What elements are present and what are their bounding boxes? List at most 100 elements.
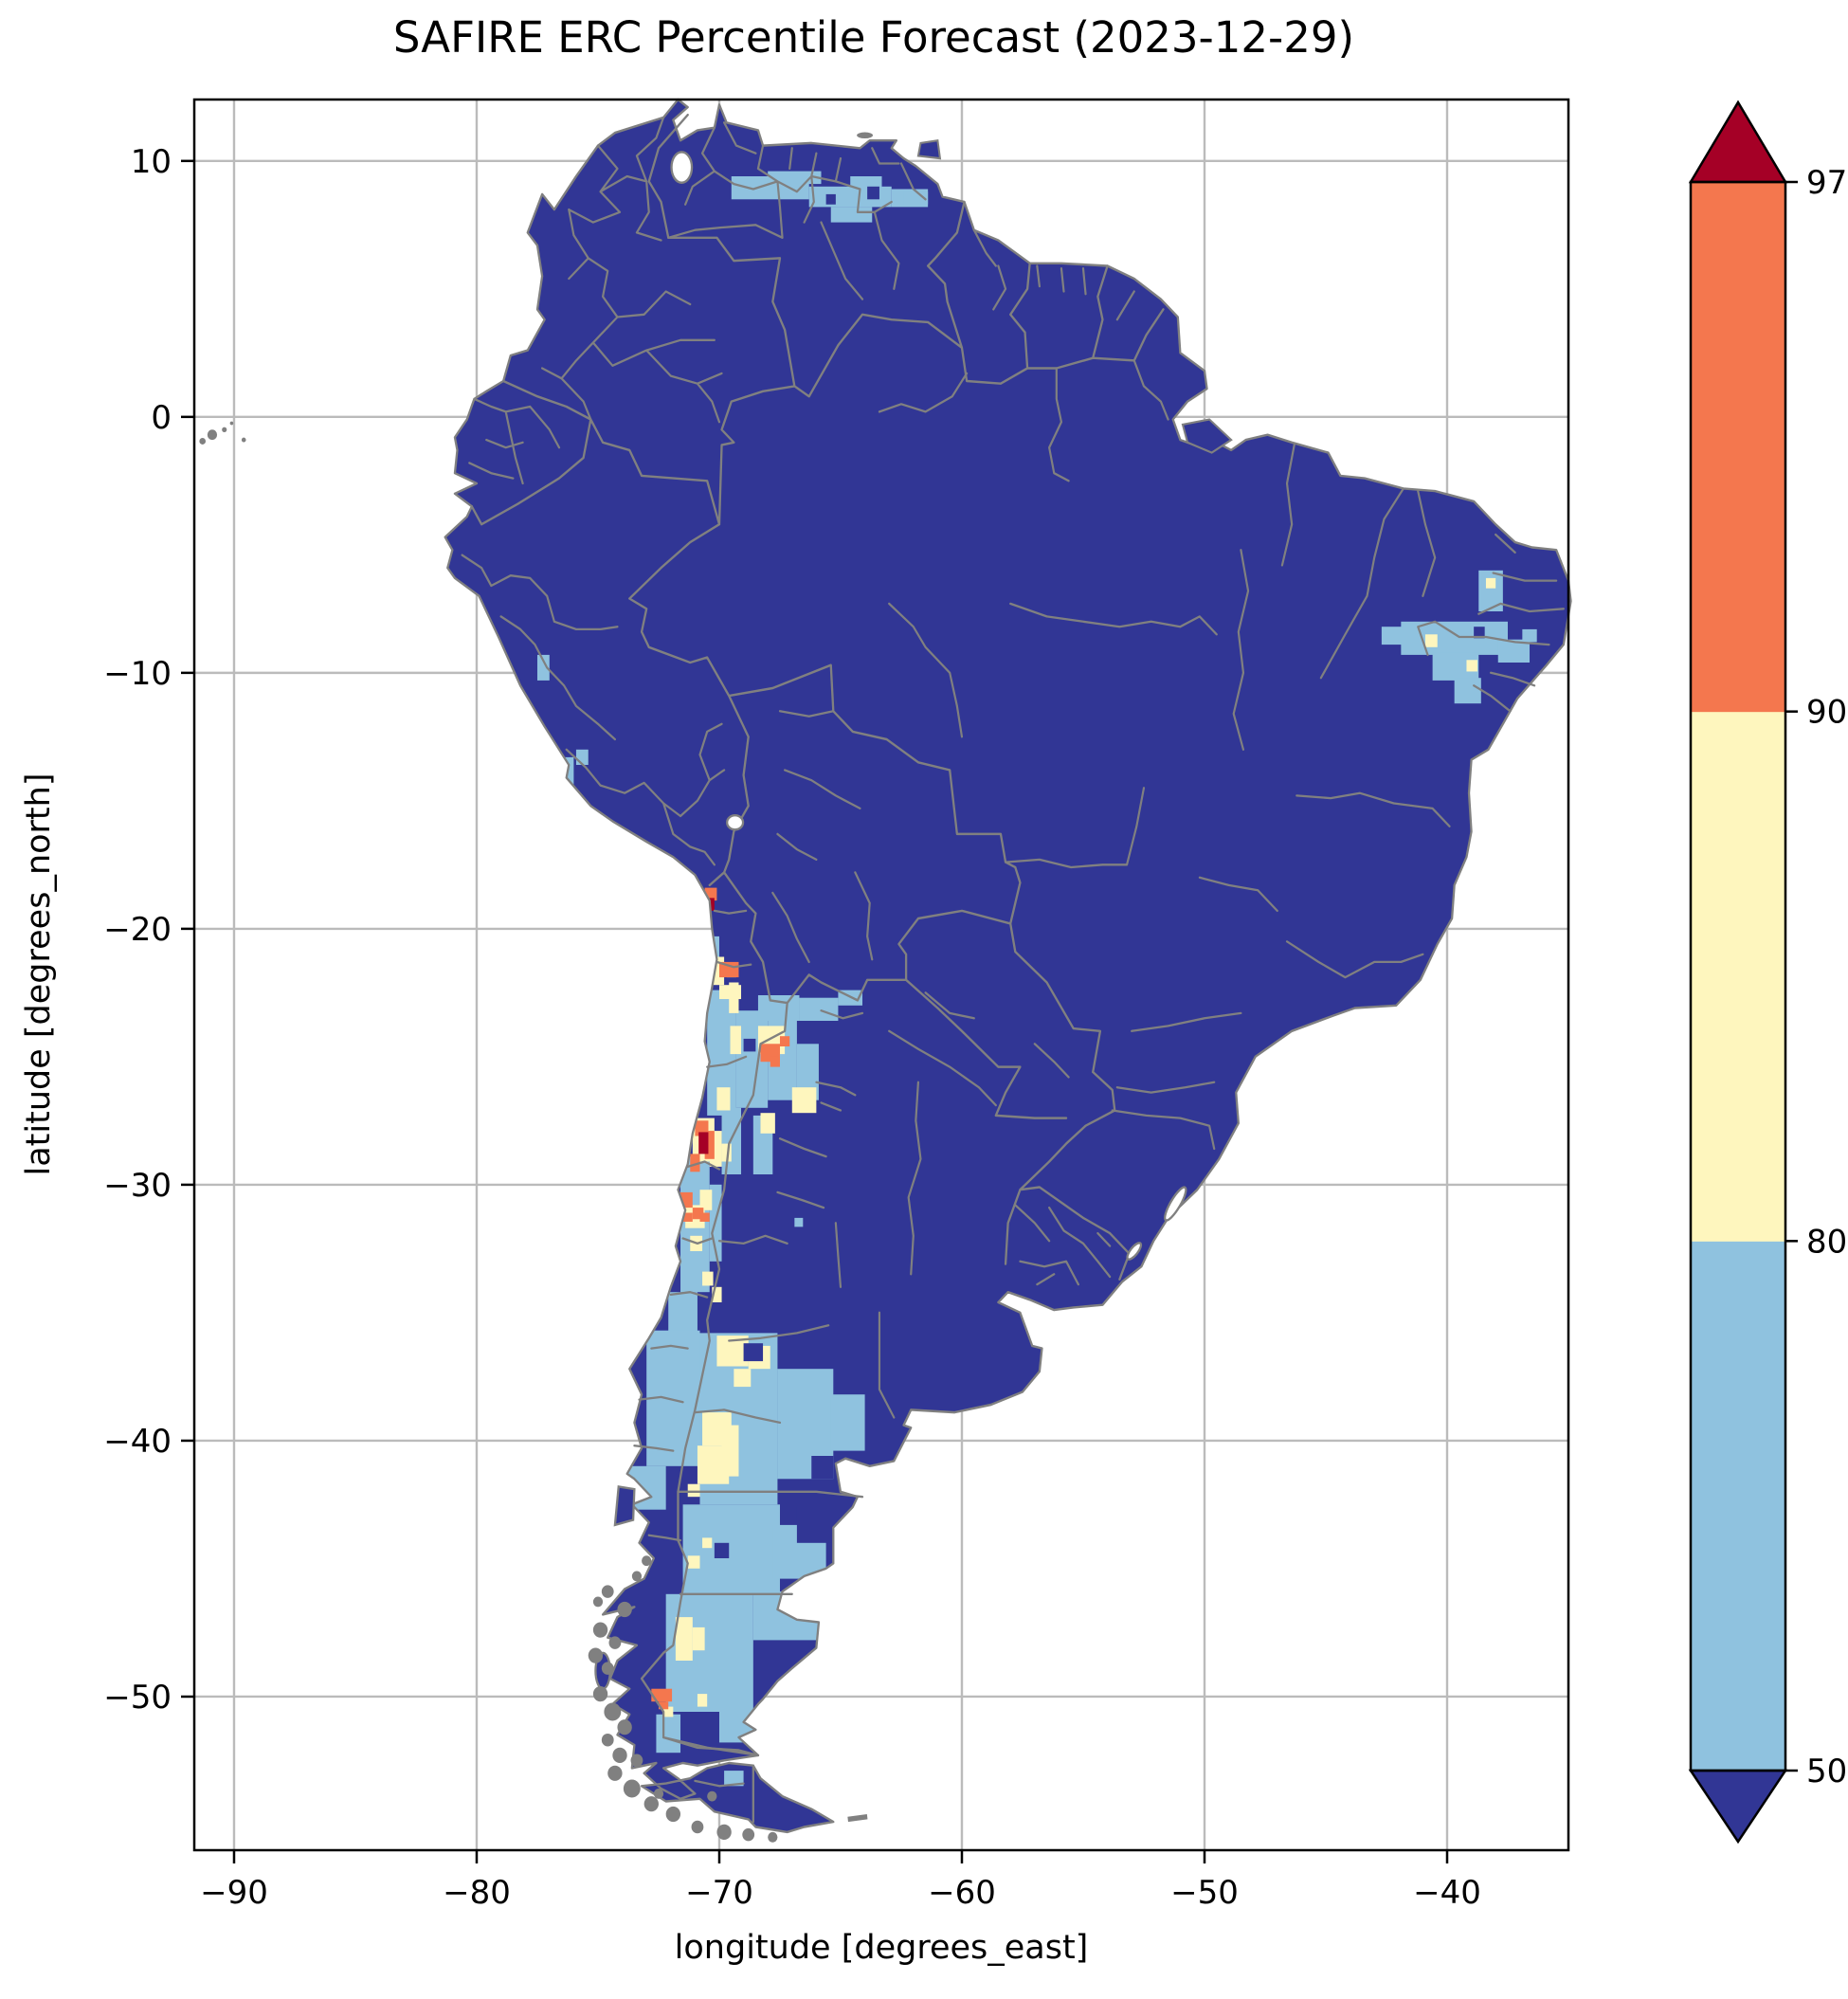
cell-under_holes: [825, 193, 836, 205]
y-tick-label: −10: [103, 655, 172, 693]
tierra-del-fuego: [642, 1763, 834, 1832]
x-axis-ticks: −90 −80 −70 −60 −50 −40: [200, 1850, 1481, 1912]
lake-titicaca: [726, 813, 745, 831]
margarita-island: [857, 132, 874, 139]
cell-b80_90: [712, 1286, 722, 1302]
cell-b50_80: [1522, 628, 1537, 643]
cell-b80_90: [702, 1271, 714, 1286]
cell-b50_80: [818, 1617, 834, 1644]
cell-b90_97: [682, 1212, 693, 1222]
colorbar-under-arrow: [1688, 1769, 1788, 1845]
cell-b80_90: [729, 982, 739, 1013]
lagoa-dos-patos: [1164, 1186, 1187, 1222]
lakes: [670, 151, 1187, 1261]
cell-under_holes: [743, 1343, 764, 1362]
y-axis-label: latitude [degrees_north]: [20, 773, 58, 1176]
cell-b50_80: [682, 1504, 780, 1594]
colorbar: 50 80 90 97: [1688, 100, 1847, 1845]
axes: −90 −80 −70 −60 −50 −40 10 0 −10 −20 −30 −40 −50: [103, 98, 1570, 1912]
map-south-america: [199, 98, 1572, 1843]
cell-b90_97: [690, 1154, 700, 1172]
cell-b80_90: [716, 1087, 731, 1111]
cell-b80_90: [675, 1617, 693, 1661]
cell-b90_97: [692, 1208, 704, 1220]
cell-b80_90: [734, 1369, 752, 1388]
cell-under_holes: [811, 1456, 834, 1480]
cell-b50_80: [656, 1714, 681, 1754]
cell-b80_90: [687, 1483, 700, 1498]
colorbar-segment: [1691, 1241, 1785, 1772]
cell-b80_90: [697, 1694, 708, 1707]
x-tick-label: −80: [443, 1874, 511, 1912]
cell-under_holes: [796, 1507, 834, 1543]
admin1-borders: [461, 116, 1565, 1788]
cell-b50_80: [718, 1712, 764, 1743]
lagoa-mirim: [1126, 1242, 1143, 1261]
cell-b50_80: [668, 1292, 698, 1334]
cell-p97_plus: [698, 1132, 709, 1154]
cell-b80_90: [721, 1425, 739, 1477]
cell-under_holes: [867, 186, 879, 200]
cell-b90_97: [658, 1701, 669, 1710]
cell-under_holes: [1474, 627, 1485, 639]
galapagos-islands: [199, 421, 246, 445]
colorbar-segment: [1691, 711, 1785, 1242]
cell-b90_97: [779, 1036, 790, 1046]
islands: [199, 132, 1233, 1843]
cell-b80_90: [760, 1113, 775, 1134]
isla-de-los-estados: [847, 1814, 868, 1823]
colorbar-tick-label: 90: [1806, 694, 1847, 732]
cell-b50_80: [757, 995, 800, 1021]
cell-b80_90: [791, 1087, 817, 1114]
boundary-lines: [444, 98, 1572, 1834]
coastline-outline: [444, 98, 1572, 1834]
fjord-islands: [588, 1555, 778, 1843]
cell-under_holes: [743, 1038, 756, 1052]
x-tick-label: −90: [200, 1874, 268, 1912]
cell-b50_80: [830, 207, 873, 223]
x-tick-label: −40: [1413, 1874, 1481, 1912]
cell-b50_80: [724, 1771, 744, 1787]
y-tick-label: −30: [103, 1167, 172, 1205]
cell-b50_80: [794, 1217, 804, 1227]
trinidad-island: [916, 138, 942, 160]
cell-b80_90: [687, 1555, 700, 1569]
cell-b90_97: [651, 1688, 673, 1702]
cell-b80_90: [721, 1143, 732, 1162]
y-tick-label: −20: [103, 911, 172, 949]
cell-b80_90: [692, 1626, 705, 1651]
cell-b80_90: [663, 1706, 674, 1717]
y-tick-label: 10: [131, 143, 172, 181]
cell-b80_90: [1424, 634, 1438, 647]
colorbar-tick-label: 50: [1806, 1753, 1847, 1790]
cell-b50_80: [799, 997, 839, 1021]
colorbar-outline: [1689, 180, 1787, 1772]
colorbar-over-arrow: [1688, 100, 1788, 184]
page-title: SAFIRE ERC Percentile Forecast (2023-12-…: [393, 12, 1354, 63]
x-axis-label: longitude [degrees_east]: [675, 1929, 1089, 1967]
y-tick-label: −40: [103, 1423, 172, 1461]
cell-b90_97: [770, 1056, 780, 1067]
x-tick-label: −70: [685, 1874, 753, 1912]
colorbar-tick-label: 80: [1806, 1223, 1847, 1261]
lake-maracaibo: [670, 151, 694, 184]
cell-b80_90: [730, 1026, 742, 1055]
colorbar-segment: [1691, 182, 1785, 713]
x-tick-label: −60: [928, 1874, 996, 1912]
cell-b80_90: [699, 1190, 713, 1210]
y-tick-label: −50: [103, 1679, 172, 1717]
cell-b80_90: [1485, 577, 1496, 589]
y-axis-ticks: 10 0 −10 −20 −30 −40 −50: [103, 143, 194, 1717]
colorbar-tick-label: 97: [1806, 164, 1847, 202]
y-tick-label: 0: [151, 399, 172, 437]
x-tick-label: −50: [1170, 1874, 1239, 1912]
cell-b50_80: [536, 654, 550, 681]
cell-b90_97: [704, 1131, 715, 1159]
cell-under_holes: [714, 1542, 730, 1558]
cell-b50_80: [903, 191, 929, 205]
cell-b50_80: [796, 1044, 819, 1100]
continent-landmass: [444, 100, 1571, 1799]
cell-b50_80: [1454, 678, 1481, 704]
marajo-island: [1181, 418, 1233, 454]
